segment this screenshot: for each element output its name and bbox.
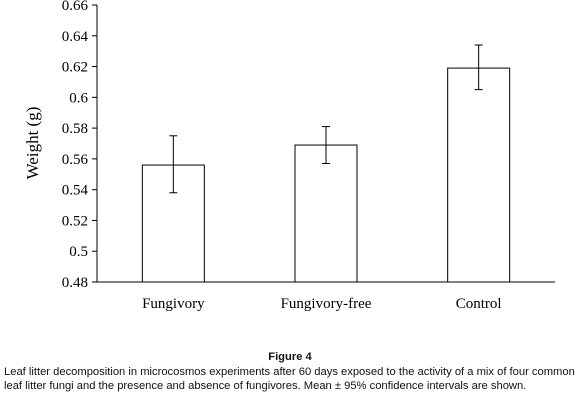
y-tick-label: 0.62 — [62, 60, 88, 76]
y-tick-label: 0.64 — [62, 29, 89, 45]
x-tick-labels: Fungivory Fungivory-free Control — [142, 296, 502, 312]
figure-caption: Leaf litter decomposition in microcosmos… — [4, 366, 575, 392]
y-tick-label: 0.54 — [62, 183, 89, 199]
y-tick-label: 0.48 — [62, 275, 88, 291]
x-tick-label: Control — [456, 296, 502, 312]
y-tick-label: 0.58 — [62, 121, 88, 137]
bars — [141, 67, 511, 283]
error-bars — [169, 44, 483, 194]
bar — [294, 144, 358, 283]
y-tick-label: 0.66 — [62, 0, 89, 14]
y-tick-label: 0.5 — [69, 244, 88, 260]
y-axis: 0.48 0.5 0.52 0.54 0.56 0.58 0.6 0.62 0.64 0.66 — [62, 0, 98, 291]
figure-label: Figure 4 — [268, 351, 312, 363]
y-tick-label: 0.6 — [69, 90, 88, 106]
y-axis-label: Weight (g) — [23, 107, 42, 180]
figure-caption-block: Figure 4 Leaf litter decomposition in mi… — [0, 340, 580, 411]
x-tick-label: Fungivory-free — [281, 296, 372, 312]
y-tick-label: 0.56 — [62, 152, 89, 168]
bar-chart: 0.48 0.5 0.52 0.54 0.56 0.58 0.6 0.62 0.64 0.66 F… — [23, 0, 555, 312]
bar — [447, 67, 511, 283]
x-tick-label: Fungivory — [142, 296, 205, 312]
y-tick-label: 0.52 — [62, 213, 88, 229]
